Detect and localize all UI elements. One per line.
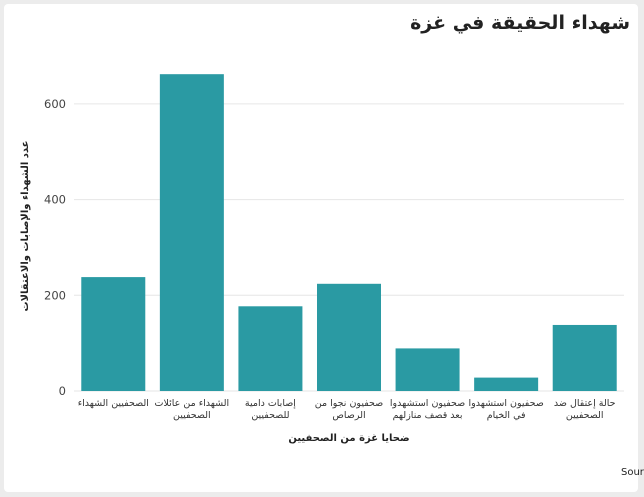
y-tick-label: 200	[44, 288, 66, 302]
x-tick-label: الشهداء من عائلات الصحفيين	[155, 398, 230, 421]
y-tick-label: 600	[44, 97, 66, 111]
bars	[81, 74, 617, 391]
x-tick-label: حالة إعتقال ضد الصحفيين	[554, 398, 616, 421]
x-tick-labels: الصحفيين الشهداء الشهداء من عائلات الصحفيي…	[78, 398, 616, 421]
bar	[552, 324, 617, 391]
bar	[317, 283, 381, 391]
chart-title: شهداء الحقيقة في غزة	[410, 12, 630, 34]
x-axis-label: ضحايا غزة من الصحفيين	[288, 433, 409, 444]
bar	[474, 377, 539, 391]
x-tick-label: صحفيون استشهدوا في الخيام	[468, 398, 543, 421]
y-axis-label: عدد الشهداء والإصابات والاعتقالات	[20, 141, 31, 312]
y-tick-label: 0	[59, 384, 66, 398]
x-tick-label: صحفيون استشهدوا بعد قصف منازلهم	[390, 398, 465, 421]
chart-card	[4, 4, 638, 492]
x-tick-label: الصحفيين الشهداء	[78, 398, 149, 409]
bar	[395, 348, 460, 391]
x-tick-label: إصابات دامية للصحفيين	[245, 398, 296, 421]
x-tick-label: صحفيون نجوا من الرصاص	[315, 398, 383, 421]
bar	[81, 277, 146, 391]
y-tick-labels: 0 200 400 600	[44, 97, 66, 398]
y-tick-label: 400	[44, 193, 66, 207]
source-note: نقابة الصحفيين الفلسطينيين والمكتب الإعل…	[621, 467, 644, 478]
bar	[159, 74, 224, 391]
bar	[238, 306, 303, 391]
